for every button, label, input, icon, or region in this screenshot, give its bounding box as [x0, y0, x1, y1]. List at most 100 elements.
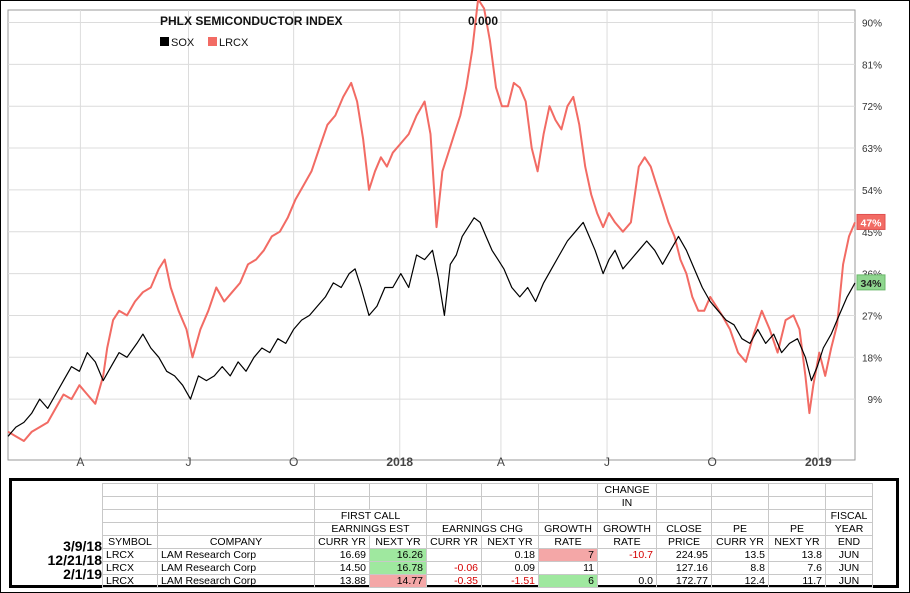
y-tick-label: 9% [868, 395, 883, 406]
col-header: END [825, 535, 873, 549]
x-tick-label: 2018 [386, 455, 413, 469]
y-tick-label: 45% [862, 228, 882, 239]
end-value-label: 47% [860, 217, 882, 229]
cell-company: LAM Research Corp [157, 548, 315, 562]
col-group-header: PE [711, 522, 769, 536]
table-row: LRCX LAM Research Corp 13.88 14.77 -0.35… [102, 574, 873, 588]
end-value-label: 34% [860, 278, 882, 290]
col-group-header: CLOSE [656, 522, 712, 536]
col-header: SYMBOL [102, 535, 158, 549]
cell-symbol: LRCX [102, 561, 158, 575]
legend-swatch [208, 37, 217, 46]
cell-est-next: 14.77 [369, 574, 427, 588]
legend-swatch [160, 37, 169, 46]
cell-est-curr: 13.88 [314, 574, 370, 588]
cell-chg-curr: -0.35 [426, 574, 482, 588]
cell-est-curr: 16.69 [314, 548, 370, 562]
y-tick-label: 72% [862, 102, 882, 113]
cell-fiscal: JUN [825, 548, 873, 562]
col-header: COMPANY [157, 535, 315, 549]
x-tick-label: A [76, 455, 84, 469]
col-header: NEXT YR [369, 535, 427, 549]
cell-company: LAM Research Corp [157, 574, 315, 588]
cell-pe-next: 13.8 [768, 548, 826, 562]
x-tick-label: A [497, 455, 505, 469]
col-group-header: FISCAL [825, 509, 873, 523]
cell-change-rate [597, 561, 657, 575]
col-group-header: GROWTH [538, 522, 598, 536]
col-group-header: CHANGE [597, 483, 657, 497]
cell-est-next: 16.78 [369, 561, 427, 575]
col-header: NEXT YR [768, 535, 826, 549]
row-date: 12/21/18 [47, 552, 103, 568]
y-tick-label: 18% [862, 353, 882, 364]
x-tick-label: O [708, 455, 717, 469]
cell-symbol: LRCX [102, 574, 158, 588]
table-row: LRCX LAM Research Corp 14.50 16.78 -0.06… [102, 561, 873, 575]
col-group-header: GROWTH [597, 522, 657, 536]
cell-pe-next: 11.7 [768, 574, 826, 588]
col-group-header: YEAR [825, 522, 873, 536]
cell-growth-rate: 6 [538, 574, 598, 588]
cell-change-rate: 0.0 [597, 574, 657, 588]
cell-pe-next: 7.6 [768, 561, 826, 575]
chart-title-value: 0.000 [468, 14, 498, 28]
cell-chg-curr [426, 548, 482, 562]
cell-close: 127.16 [656, 561, 712, 575]
cell-growth-rate: 7 [538, 548, 598, 562]
end-value-badge [856, 213, 886, 230]
row-date: 3/9/18 [63, 538, 102, 554]
col-header: CURR YR [426, 535, 482, 549]
cell-symbol: LRCX [102, 548, 158, 562]
row-date: 2/1/19 [63, 566, 102, 582]
cell-est-curr: 14.50 [314, 561, 370, 575]
col-header: RATE [538, 535, 598, 549]
header-row: FIRST CALL FISCAL [102, 509, 873, 523]
cell-company: LAM Research Corp [157, 561, 315, 575]
x-tick-label: 2019 [805, 455, 832, 469]
col-group-header: FIRST CALL [314, 509, 427, 523]
earnings-table-panel: 3/9/18 12/21/18 2/1/19 CHANGE IN FIRST C… [9, 478, 899, 588]
legend-label: LRCX [219, 37, 249, 49]
y-tick-label: 27% [862, 311, 882, 322]
cell-chg-next: 0.09 [481, 561, 539, 575]
x-tick-label: J [604, 455, 610, 469]
cell-change-rate: -10.7 [597, 548, 657, 562]
col-header: CURR YR [314, 535, 370, 549]
col-group-header: PE [768, 522, 826, 536]
header-row: IN [102, 496, 873, 510]
col-header: RATE [597, 535, 657, 549]
x-tick-label: J [186, 455, 192, 469]
cell-close: 224.95 [656, 548, 712, 562]
y-tick-label: 54% [862, 186, 882, 197]
series-line-lrcx [7, 0, 856, 442]
y-tick-label: 90% [862, 19, 882, 30]
y-tick-label: 81% [862, 60, 882, 71]
cell-chg-curr: -0.06 [426, 561, 482, 575]
cell-est-next: 16.26 [369, 548, 427, 562]
chart-title: PHLX SEMICONDUCTOR INDEX [160, 14, 342, 28]
legend-label: SOX [171, 37, 195, 49]
col-header: NEXT YR [481, 535, 539, 549]
header-row: CHANGE [102, 483, 873, 497]
cell-close: 172.77 [656, 574, 712, 588]
col-group-header: EARNINGS CHG [426, 522, 539, 536]
end-value-badge [856, 274, 886, 291]
cell-chg-next: 0.18 [481, 548, 539, 562]
column-header-row: SYMBOL COMPANY CURR YR NEXT YR CURR YR N… [102, 535, 873, 549]
cell-pe-curr: 12.4 [711, 574, 769, 588]
cell-growth-rate: 11 [538, 561, 598, 575]
cell-pe-curr: 8.8 [711, 561, 769, 575]
y-tick-label: 63% [862, 144, 882, 155]
series-line-sox [7, 217, 856, 437]
col-header: CURR YR [711, 535, 769, 549]
x-tick-label: O [289, 455, 298, 469]
table-row: LRCX LAM Research Corp 16.69 16.26 0.18 … [102, 548, 873, 562]
cell-chg-next: -1.51 [481, 574, 539, 588]
cell-pe-curr: 13.5 [711, 548, 769, 562]
col-group-header: EARNINGS EST [314, 522, 427, 536]
earnings-table: CHANGE IN FIRST CALL FISCAL EARNINGS EST… [102, 483, 873, 588]
cell-fiscal: JUN [825, 574, 873, 588]
cell-fiscal: JUN [825, 561, 873, 575]
col-group-header: IN [597, 496, 657, 510]
